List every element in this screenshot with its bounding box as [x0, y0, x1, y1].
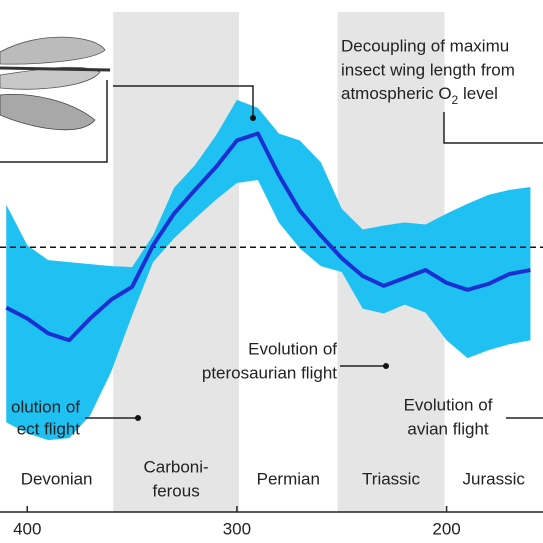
period-band — [113, 12, 240, 512]
annotation-text: avian flight — [407, 419, 489, 438]
plot-area — [0, 99, 543, 441]
period-label: Devonian — [21, 469, 93, 488]
annotation-text: Evolution of — [404, 395, 493, 414]
leader-dot — [383, 363, 389, 369]
annotation-text: Decoupling of maximu — [341, 36, 509, 55]
annotation-text-part: level — [458, 84, 498, 103]
annotation-text: Evolution of — [248, 339, 337, 358]
annotation-text: pterosaurian flight — [202, 363, 337, 382]
period-label: Jurassic — [463, 469, 526, 488]
annotation-text-part: atmospheric O — [341, 84, 452, 103]
x-tick-label: 200 — [432, 519, 460, 538]
mean-line — [5, 131, 531, 343]
annotation-text-part: 2 — [452, 93, 459, 107]
period-label: Carboni- — [144, 457, 209, 476]
annotations: Decoupling of maximu insect wing length f… — [11, 36, 543, 438]
period-label: Triassic — [362, 469, 420, 488]
period-label: ferous — [152, 481, 199, 500]
x-tick-label: 400 — [13, 519, 41, 538]
dragonfly-illustration — [0, 36, 111, 163]
annotation-text: olution of — [11, 397, 80, 416]
annotation-text: insect wing length from — [341, 60, 515, 79]
period-label: Permian — [257, 469, 320, 488]
annotation-text: atmospheric O2 level — [341, 84, 498, 107]
annotation-text: ect flight — [17, 419, 81, 438]
leader-dot — [135, 415, 141, 421]
leader-line — [113, 85, 254, 118]
leader-line — [443, 112, 543, 144]
leader-dot — [250, 115, 256, 121]
x-tick-label: 300 — [223, 519, 251, 538]
